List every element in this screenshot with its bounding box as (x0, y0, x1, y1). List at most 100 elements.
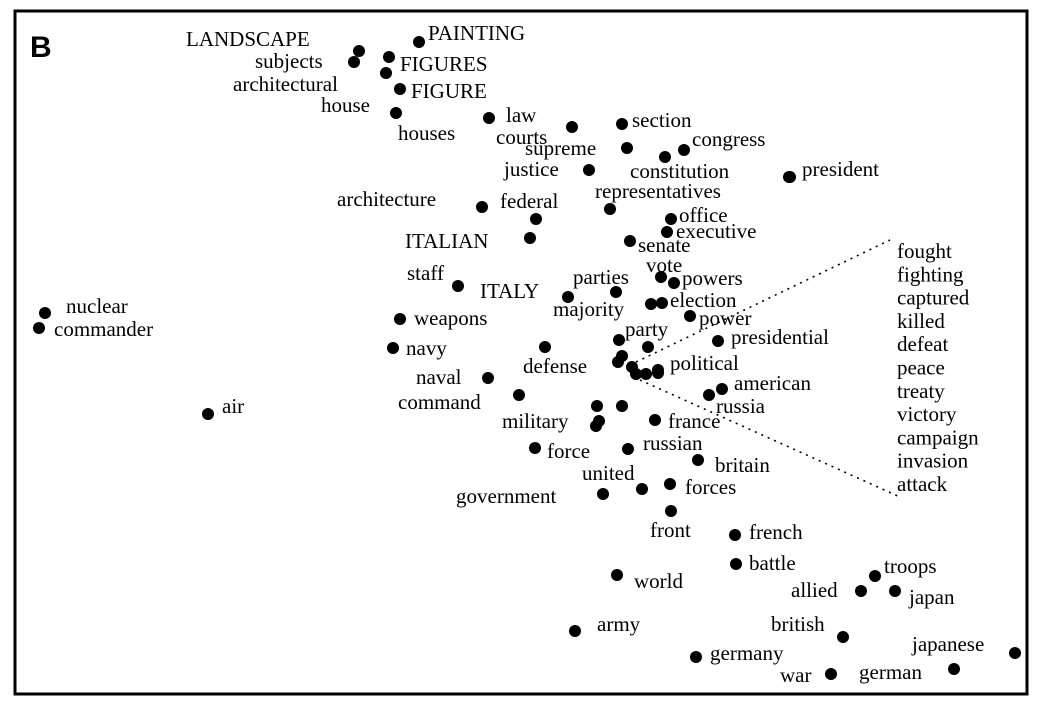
point-congress (678, 144, 690, 156)
label-election: election (670, 288, 737, 312)
callout-word-defeat: defeat (897, 332, 948, 356)
label-defense: defense (523, 354, 587, 378)
point-senate (624, 235, 636, 247)
point-unlabeled-50 (591, 400, 603, 412)
point-figures (383, 51, 395, 63)
callout-word-peace: peace (897, 356, 945, 380)
point-architecture (476, 201, 488, 213)
point-air (202, 408, 214, 420)
label-landscape: LANDSCAPE (186, 27, 310, 51)
label-italy: ITALY (480, 279, 539, 303)
point-britain (692, 454, 704, 466)
point-landscape (353, 45, 365, 57)
label-nuclear: nuclear (66, 294, 128, 318)
label-president: president (802, 157, 879, 181)
point-commander (33, 322, 45, 334)
label-parties: parties (573, 265, 629, 289)
point-unlabeled-51 (616, 400, 628, 412)
point-executive (661, 226, 673, 238)
label-forces: forces (685, 475, 736, 499)
callout-word-list: foughtfightingcapturedkilleddefeatpeacet… (897, 239, 979, 496)
point-unlabeled-43 (630, 368, 642, 380)
point-unlabeled-38 (642, 341, 654, 353)
point-subjects (348, 56, 360, 68)
label-house: house (321, 93, 370, 117)
callout-word-invasion: invasion (897, 449, 969, 473)
point-president (784, 171, 796, 183)
label-figures: FIGURES (400, 52, 488, 76)
callout-word-treaty: treaty (897, 379, 945, 403)
label-war: war (780, 663, 811, 687)
point-houses (483, 112, 495, 124)
point-presidential (712, 335, 724, 347)
label-supreme: supreme (525, 136, 596, 160)
point-courts (621, 142, 633, 154)
label-american: american (734, 371, 811, 395)
label-powers: powers (682, 266, 743, 290)
label-allied: allied (791, 578, 838, 602)
label-united: united (582, 461, 635, 485)
point-representatives (604, 203, 616, 215)
label-law: law (506, 103, 537, 127)
point-german (948, 663, 960, 675)
data-points (33, 36, 1021, 680)
point-germany (690, 651, 702, 663)
point-russia (703, 389, 715, 401)
point-french (729, 529, 741, 541)
callout-word-killed: killed (897, 309, 945, 333)
point-japanese (1009, 647, 1021, 659)
label-army: army (597, 612, 641, 636)
label-force: force (547, 439, 590, 463)
label-world: world (634, 569, 683, 593)
callout-word-victory: victory (897, 402, 957, 426)
point-parties (610, 286, 622, 298)
label-congress: congress (692, 127, 765, 151)
label-government: government (456, 484, 556, 508)
label-houses: houses (398, 121, 455, 145)
label-political: political (670, 351, 739, 375)
point-office (665, 213, 677, 225)
point-power (684, 310, 696, 322)
point-house (390, 107, 402, 119)
label-vote: vote (646, 253, 682, 277)
label-figure: FIGURE (411, 79, 487, 103)
label-representatives: representatives (595, 179, 721, 203)
point-government (597, 488, 609, 500)
label-french: french (749, 520, 803, 544)
point-battle (730, 558, 742, 570)
label-japan: japan (908, 585, 955, 609)
panel-label: B (30, 31, 52, 64)
point-labels: LANDSCAPE PAINTING subjects FIGURES architec… (54, 21, 984, 687)
point-party (613, 334, 625, 346)
point-justice (583, 164, 595, 176)
point-troops (869, 570, 881, 582)
label-italian: ITALIAN (405, 229, 488, 253)
label-power: power (699, 306, 751, 330)
point-law (566, 121, 578, 133)
label-architectural: architectural (233, 72, 338, 96)
label-front: front (650, 518, 691, 542)
label-russian: russian (643, 431, 703, 455)
label-federal: federal (500, 189, 558, 213)
point-architectural (380, 67, 392, 79)
label-subjects: subjects (255, 49, 323, 73)
point-election (656, 297, 668, 309)
leader-line-upper (635, 239, 891, 363)
point-unlabeled-44 (640, 368, 652, 380)
point-united (636, 483, 648, 495)
point-federal (530, 213, 542, 225)
label-senate: senate (638, 233, 690, 257)
label-russia: russia (716, 394, 766, 418)
label-naval: naval (416, 365, 462, 389)
label-japanese: japanese (911, 632, 984, 656)
point-command (513, 389, 525, 401)
point-defense (539, 341, 551, 353)
point-army (569, 625, 581, 637)
point-italian (524, 232, 536, 244)
point-unlabeled-53 (590, 420, 602, 432)
point-front (665, 505, 677, 517)
point-staff (452, 280, 464, 292)
point-weapons (394, 313, 406, 325)
label-section: section (632, 108, 692, 132)
label-british: british (771, 612, 825, 636)
